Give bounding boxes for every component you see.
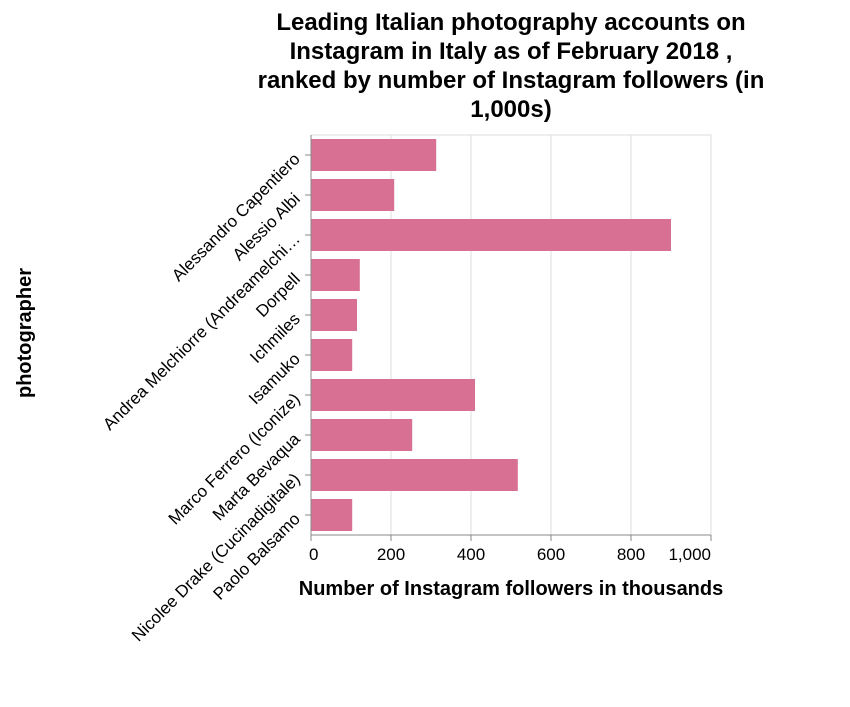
chart-title-line: Leading Italian photography accounts on xyxy=(276,9,745,36)
x-tick-label: 200 xyxy=(377,545,405,564)
bar xyxy=(311,139,437,171)
x-axis: 0 200 400 600 800 1,000 xyxy=(309,534,712,564)
x-tick-label: 600 xyxy=(537,545,565,564)
y-axis-title: photographer xyxy=(14,268,36,398)
chart-title-line: ranked by number of Instagram followers … xyxy=(258,67,765,94)
bars xyxy=(311,139,671,531)
bar xyxy=(311,179,395,211)
bar xyxy=(311,339,353,371)
x-tick-label: 1,000 xyxy=(668,545,711,564)
bar xyxy=(311,219,671,251)
x-tick-label: 400 xyxy=(457,545,485,564)
bar xyxy=(311,259,360,291)
x-tick-label: 0 xyxy=(309,545,318,564)
x-axis-title: Number of Instagram followers in thousan… xyxy=(299,578,724,600)
bar xyxy=(311,299,357,331)
bar xyxy=(311,459,518,491)
bar xyxy=(311,499,353,531)
x-tick-label: 800 xyxy=(617,545,645,564)
bar xyxy=(311,379,475,411)
chart-title-line: 1,000s) xyxy=(470,96,551,123)
chart-title: Leading Italian photography accounts onI… xyxy=(258,9,765,123)
category-label: Nicolee Drake (Cucinadigitale) xyxy=(128,469,304,645)
bar xyxy=(311,419,413,451)
chart-title-line: Instagram in Italy as of February 2018 , xyxy=(290,38,733,65)
